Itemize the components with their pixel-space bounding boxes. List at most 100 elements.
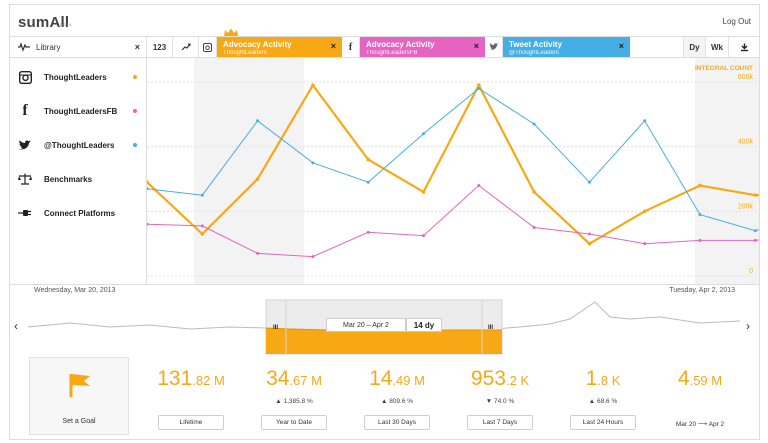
chart-band xyxy=(695,58,759,284)
stat-value: 4.59 M xyxy=(677,367,723,390)
crown-icon xyxy=(224,28,238,36)
stat-last-30-days: 14.49 M ▲ 809.6 % Last 30 Days xyxy=(347,357,447,430)
logo[interactable]: sumAll xyxy=(18,14,70,31)
tab-close-icon[interactable]: × xyxy=(330,41,336,51)
series-point xyxy=(311,255,315,259)
library-button[interactable]: Library × xyxy=(10,37,147,57)
series-point xyxy=(532,226,536,229)
logout-link[interactable]: Log Out xyxy=(722,17,751,26)
timeline-start-date: Wednesday, Mar 20, 2013 xyxy=(34,287,116,294)
series-point xyxy=(477,183,481,187)
series-point xyxy=(147,180,149,185)
twitter-icon xyxy=(489,43,498,50)
series-point xyxy=(255,177,260,181)
timeline-date-row: Wednesday, Mar 20, 2013 Tuesday, Apr 2, … xyxy=(10,284,759,298)
y-tick-label: 600k xyxy=(738,74,754,81)
tab-subtitle: ThoughtLeaders xyxy=(223,50,267,56)
series-point xyxy=(698,183,702,188)
sidebar-item-label: ThoughtLeaders xyxy=(44,72,107,82)
series-point xyxy=(256,119,260,123)
stat-change: ▲ 68.6 % xyxy=(588,398,618,405)
series-point xyxy=(698,213,702,217)
stat-last-24-hours: 1.8 K ▲ 68.6 % Last 24 Hours xyxy=(553,357,653,430)
range-days: 14 dy xyxy=(406,318,442,332)
series-point xyxy=(366,180,370,184)
tab-advocacy-thoughtleadersfb[interactable]: Advocacy Activity ThoughtLeadersFB × xyxy=(360,37,485,57)
series-point xyxy=(587,232,591,236)
stat-last-7-days: 953.2 K ▼ 74.0 % Last 7 Days xyxy=(450,357,550,430)
set-goal-button[interactable]: Set a Goal xyxy=(29,357,129,435)
series-point xyxy=(642,209,647,214)
toolbar: Library × 123 Advocacy Activity ThoughtL… xyxy=(10,36,759,58)
plug-icon xyxy=(18,206,32,220)
stat-change: ▼ 74.0 % xyxy=(485,398,515,405)
period-week-label: Wk xyxy=(711,42,723,52)
series-point xyxy=(643,119,647,123)
stat-value: 34.67 M xyxy=(266,367,322,390)
series-point xyxy=(421,190,426,194)
tab-advocacy-thoughtleaders[interactable]: Advocacy Activity ThoughtLeaders × xyxy=(217,37,342,57)
tab-title: Advocacy Activity xyxy=(223,40,292,49)
tab-twitter-icon-cell[interactable] xyxy=(485,37,503,57)
timeline-end-date: Tuesday, Apr 2, 2013 xyxy=(669,287,735,294)
period-day-label: Dy xyxy=(689,42,700,52)
facebook-icon: f xyxy=(348,41,353,53)
series-point xyxy=(147,187,149,191)
timeline-scrubber[interactable]: ‹ › III III Mar 20 – Apr 2 14 dy xyxy=(10,297,759,357)
tab-tweet-activity[interactable]: Tweet Activity @ThoughtLeaders × xyxy=(503,37,630,57)
stat-year-to-date-button[interactable]: Year to Date xyxy=(261,415,327,430)
range-handle-right[interactable]: III xyxy=(488,325,494,331)
sidebar-item-benchmarks[interactable]: Benchmarks xyxy=(10,162,146,196)
y-tick-label: 400k xyxy=(738,139,754,146)
series-point xyxy=(532,122,536,126)
line-chart[interactable]: INTEGRAL COUNT 600k 400k 200k 0 xyxy=(147,58,759,284)
period-week-button[interactable]: Wk xyxy=(706,37,729,57)
series-color-dot xyxy=(133,143,137,147)
tab-close-icon[interactable]: × xyxy=(618,41,624,51)
logo-beta-tag: BETA xyxy=(60,22,73,27)
timeline-next-arrow[interactable]: › xyxy=(746,319,750,333)
series-point xyxy=(698,238,702,242)
stat-value: 14.49 M xyxy=(369,367,425,390)
sidebar-item-label: ThoughtLeadersFB xyxy=(44,106,118,116)
sidebar-item-label: Connect Platforms xyxy=(44,208,116,218)
tab-facebook-icon-cell[interactable]: f xyxy=(342,37,360,57)
y-axis-title: INTEGRAL COUNT xyxy=(695,65,753,72)
series-point xyxy=(311,83,315,88)
series-point xyxy=(477,83,481,88)
stat-last-24-hours-button[interactable]: Last 24 Hours xyxy=(570,415,636,430)
stat-year-to-date: 34.67 M ▲ 1,385.8 % Year to Date xyxy=(244,357,344,430)
series-point xyxy=(422,132,425,136)
chart-band xyxy=(194,58,304,284)
range-handle-left[interactable]: III xyxy=(273,325,279,331)
timeline-prev-arrow[interactable]: ‹ xyxy=(14,319,18,333)
stat-selected-range-label: Mar 20 ⟶ Apr 2 xyxy=(675,421,725,428)
sidebar-item-thoughtleadersfb[interactable]: f ThoughtLeadersFB xyxy=(10,94,146,128)
tab-close-icon[interactable]: × xyxy=(473,41,479,51)
stat-change xyxy=(650,398,750,408)
stat-last-7-days-button[interactable]: Last 7 Days xyxy=(467,415,533,430)
series-point xyxy=(200,193,204,197)
stat-last-30-days-button[interactable]: Last 30 Days xyxy=(364,415,430,430)
stat-value: 1.8 K xyxy=(585,367,621,390)
series-point xyxy=(422,234,425,238)
trend-view-button[interactable] xyxy=(173,37,199,57)
range-label: Mar 20 – Apr 2 xyxy=(326,318,406,332)
period-day-button[interactable]: Dy xyxy=(683,37,706,57)
flag-icon xyxy=(69,374,90,397)
series-point xyxy=(366,230,370,234)
sidebar-item-thoughtleaders-twitter[interactable]: @ThoughtLeaders xyxy=(10,128,146,162)
tab-subtitle: ThoughtLeadersFB xyxy=(366,50,418,56)
stat-change: ▲ 1,385.8 % xyxy=(275,398,313,405)
sidebar-item-connect-platforms[interactable]: Connect Platforms xyxy=(10,196,146,230)
stat-lifetime-button[interactable]: Lifetime xyxy=(158,415,224,430)
series-point xyxy=(532,190,536,194)
library-close-icon[interactable]: × xyxy=(134,42,140,52)
tab-title: Tweet Activity xyxy=(509,40,562,49)
series-point xyxy=(753,229,757,233)
tab-instagram-icon-cell[interactable] xyxy=(199,37,217,57)
numeric-view-button[interactable]: 123 xyxy=(147,37,173,57)
series-point xyxy=(753,193,758,197)
sidebar-item-thoughtleaders[interactable]: ThoughtLeaders xyxy=(10,60,146,94)
download-button[interactable] xyxy=(729,37,759,57)
